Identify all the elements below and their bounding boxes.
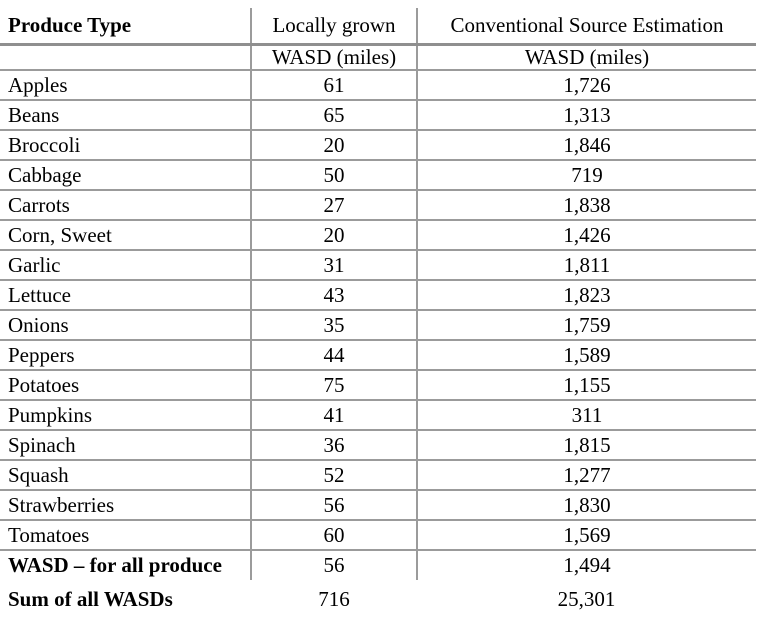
table-row: Broccoli 20 1,846 (0, 130, 756, 160)
conventional-wasd-cell: 1,726 (563, 72, 611, 97)
local-wasd-cell: 43 (251, 280, 418, 310)
conventional-wasd-cell: 1,426 (563, 222, 611, 247)
local-wasd-cell: 50 (251, 160, 418, 190)
produce-name-cell: Strawberries (0, 490, 252, 520)
local-wasd-cell: 65 (251, 100, 418, 130)
conventional-wasd-cell: 1,759 (563, 312, 611, 337)
produce-name-cell: Onions (0, 310, 252, 340)
table-row: Lettuce 43 1,823 (0, 280, 756, 310)
header-produce-type: Produce Type (0, 8, 252, 44)
produce-name-cell: Sum of all WASDs (8, 586, 173, 611)
table-row: Cabbage 50 719 (0, 160, 756, 190)
local-wasd-cell: 20 (251, 130, 418, 160)
conventional-wasd-cell: 1,830 (563, 492, 611, 517)
conventional-wasd-cell: 1,823 (563, 282, 611, 307)
header-conventional-wasd-units: WASD (miles) (524, 45, 650, 70)
produce-name-cell: Beans (0, 100, 252, 130)
produce-name-cell: Peppers (0, 340, 252, 370)
produce-name-cell: Cabbage (0, 160, 252, 190)
table-row: Squash 52 1,277 (0, 460, 756, 490)
local-wasd-cell: 41 (251, 400, 418, 430)
header-empty-cell (0, 44, 252, 70)
header-conventional-source: Conventional Source Estimation (450, 13, 724, 38)
table-row: Spinach 36 1,815 (0, 430, 756, 460)
conventional-wasd-cell: 1,313 (563, 102, 611, 127)
conventional-wasd-cell: 1,846 (563, 132, 611, 157)
table-row: Carrots 27 1,838 (0, 190, 756, 220)
header-row-units: WASD (miles) WASD (miles) (0, 44, 756, 70)
table-row: Tomatoes 60 1,569 (0, 520, 756, 550)
local-wasd-cell: 35 (251, 310, 418, 340)
table-row: Onions 35 1,759 (0, 310, 756, 340)
header-row-main: Produce Type Locally grown Conventional … (0, 8, 756, 44)
conventional-wasd-cell: 1,494 (563, 553, 611, 578)
table-row: Apples 61 1,726 (0, 70, 756, 100)
header-local-wasd-units: WASD (miles) (251, 44, 418, 70)
table-row: Pumpkins 41 311 (0, 400, 756, 430)
conventional-wasd-cell: 1,589 (563, 342, 611, 367)
local-wasd-cell: 44 (251, 340, 418, 370)
conventional-wasd-cell: 25,301 (557, 586, 616, 611)
produce-wasd-table: Produce Type Locally grown Conventional … (0, 8, 756, 618)
local-wasd-cell: 52 (251, 460, 418, 490)
conventional-wasd-cell: 719 (571, 162, 603, 187)
table-header: Produce Type Locally grown Conventional … (0, 8, 756, 70)
local-wasd-cell: 20 (251, 220, 418, 250)
produce-name-cell: Broccoli (0, 130, 252, 160)
local-wasd-cell: 56 (251, 490, 418, 520)
local-wasd-cell: 36 (251, 430, 418, 460)
produce-name-cell: Spinach (0, 430, 252, 460)
conventional-wasd-cell: 1,155 (563, 372, 611, 397)
produce-name-cell: Squash (0, 460, 252, 490)
table-row: Peppers 44 1,589 (0, 340, 756, 370)
table-row: Corn, Sweet 20 1,426 (0, 220, 756, 250)
produce-name-cell: Carrots (0, 190, 252, 220)
table-row: Beans 65 1,313 (0, 100, 756, 130)
conventional-wasd-cell: 311 (571, 402, 603, 427)
local-wasd-cell: 27 (251, 190, 418, 220)
conventional-wasd-cell: 1,569 (563, 522, 611, 547)
table-row: Garlic 31 1,811 (0, 250, 756, 280)
produce-name-cell: Garlic (0, 250, 252, 280)
table-row: Potatoes 75 1,155 (0, 370, 756, 400)
local-wasd-cell: 60 (251, 520, 418, 550)
local-wasd-cell: 56 (251, 550, 418, 580)
header-locally-grown: Locally grown (251, 8, 418, 44)
table-row: WASD – for all produce 56 1,494 (0, 550, 756, 580)
produce-name-cell: WASD – for all produce (0, 550, 252, 580)
produce-name-cell: Lettuce (0, 280, 252, 310)
conventional-wasd-cell: 1,815 (563, 432, 611, 457)
local-wasd-cell: 31 (251, 250, 418, 280)
produce-table-body: Apples 61 1,726 Beans 65 1,313 Broccoli 20 1,846… (0, 70, 756, 618)
produce-name-cell: Tomatoes (0, 520, 252, 550)
local-wasd-cell: 716 (318, 586, 350, 611)
local-wasd-cell: 61 (251, 70, 418, 100)
table-row: Strawberries 56 1,830 (0, 490, 756, 520)
produce-name-cell: Pumpkins (0, 400, 252, 430)
conventional-wasd-cell: 1,838 (563, 192, 611, 217)
conventional-wasd-cell: 1,277 (563, 462, 611, 487)
conventional-wasd-cell: 1,811 (563, 252, 611, 277)
produce-name-cell: Corn, Sweet (0, 220, 252, 250)
table-row: Sum of all WASDs 716 25,301 (0, 580, 756, 618)
local-wasd-cell: 75 (251, 370, 418, 400)
produce-name-cell: Potatoes (0, 370, 252, 400)
produce-name-cell: Apples (0, 70, 252, 100)
